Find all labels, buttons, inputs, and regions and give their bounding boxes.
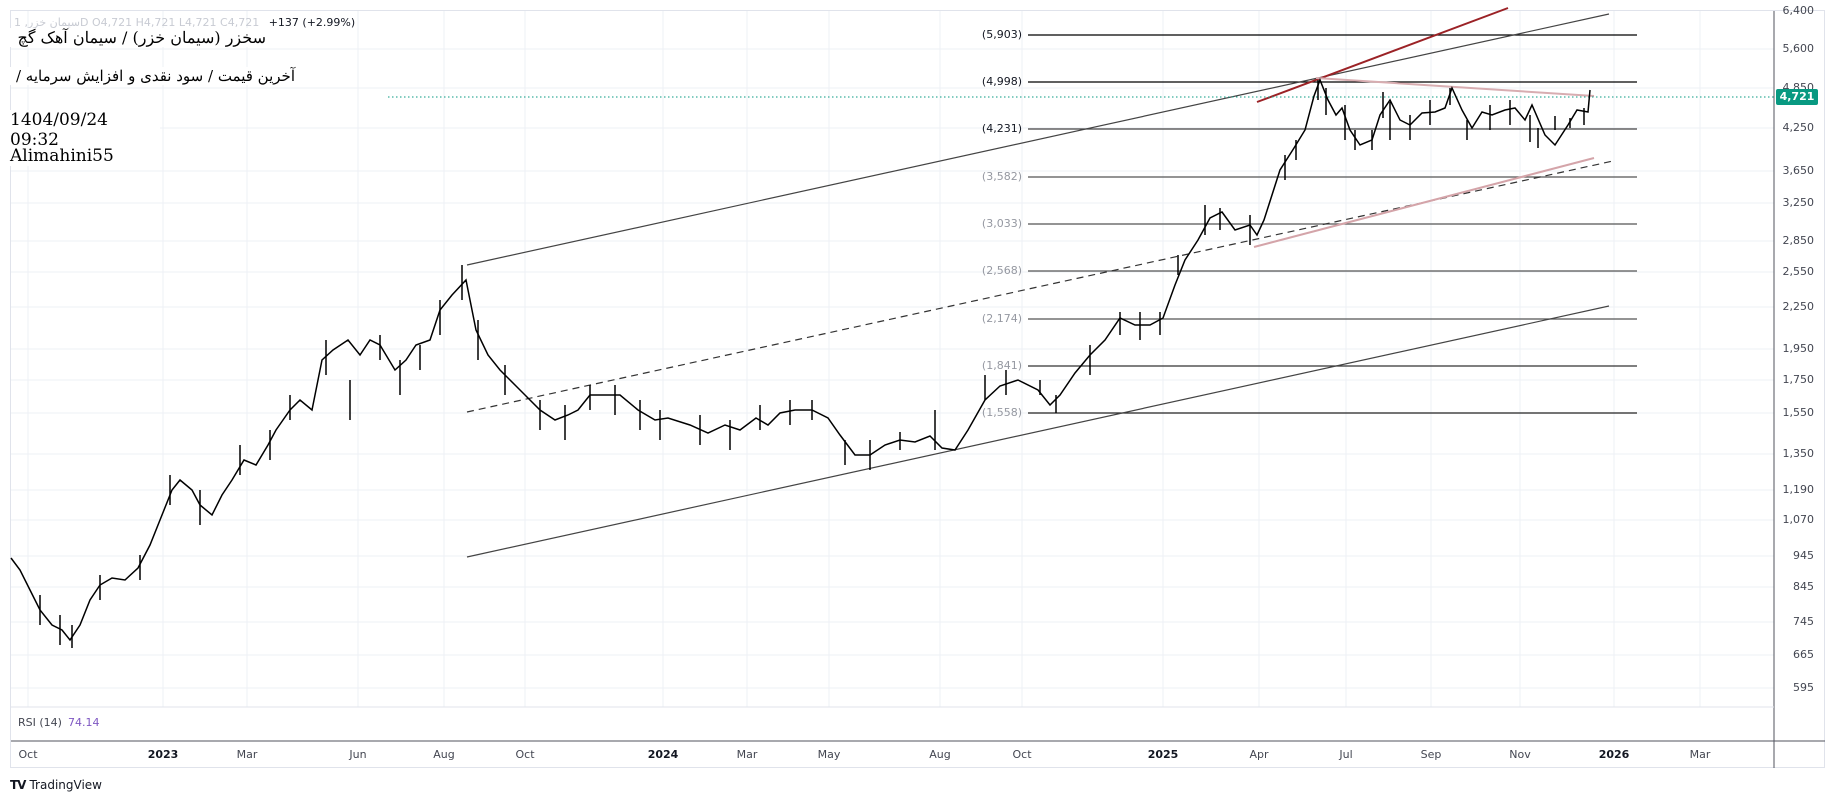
time-tick: Mar: [736, 748, 758, 761]
time-tick: Apr: [1249, 748, 1269, 761]
price-tick: 6,400: [1782, 4, 1815, 17]
time-tick: 2024: [647, 748, 679, 761]
price-tick: 1,550: [1782, 406, 1815, 419]
ohlc-legend: سیمان خزر, 1D O4,721 H4,721 L4,721 C4,72…: [14, 16, 355, 29]
legend-high: H4,721: [135, 16, 176, 29]
time-tick: May: [817, 748, 841, 761]
price-tick: 945: [1793, 549, 1814, 562]
annotation-author[interactable]: Alimahini55: [10, 146, 120, 166]
price-tick: 2,850: [1782, 234, 1815, 247]
price-tick: 3,250: [1782, 196, 1815, 209]
time-tick: Sep: [1420, 748, 1442, 761]
trend-channel: [466, 7, 1614, 558]
time-tick: Oct: [18, 748, 38, 761]
price-tick: 1,190: [1782, 483, 1815, 496]
price-tick: 845: [1793, 580, 1814, 593]
time-tick: Jul: [1339, 748, 1353, 761]
annotation-subtitle[interactable]: آخرین قیمت / سود نقدی و افزایش سرمایه /: [10, 67, 295, 85]
fib-label: (3,033): [981, 217, 1022, 230]
price-bar-ticks: [39, 80, 1585, 648]
chart-frame: [10, 10, 1825, 768]
time-tick: 2025: [1147, 748, 1179, 761]
price-tick: 1,070: [1782, 513, 1815, 526]
rsi-value: 74.14: [67, 716, 100, 729]
tradingview-logo[interactable]: TV TradingView: [10, 778, 102, 792]
tradingview-logo-icon: TV: [10, 778, 27, 792]
legend-close: C4,721: [220, 16, 260, 29]
time-tick: Aug: [433, 748, 455, 761]
price-tick: 665: [1793, 648, 1814, 661]
price-tick: 2,550: [1782, 265, 1815, 278]
rsi-indicator-legend[interactable]: RSI (14) 74.14: [18, 716, 99, 729]
price-tick: 1,350: [1782, 447, 1815, 460]
tradingview-logo-text: TradingView: [29, 778, 102, 792]
price-tick: 1,950: [1782, 342, 1815, 355]
time-tick: Mar: [1689, 748, 1711, 761]
price-tick: 1,750: [1782, 373, 1815, 386]
legend-low: L4,721: [178, 16, 217, 29]
price-tick: 5,600: [1782, 42, 1815, 55]
legend-open: O4,721: [91, 16, 133, 29]
rsi-label: RSI (14): [18, 716, 62, 729]
price-tick: 4,250: [1782, 121, 1815, 134]
fib-label: (2,568): [981, 264, 1022, 277]
fib-label: (2,174): [981, 312, 1022, 325]
price-tick: 745: [1793, 615, 1814, 628]
time-tick: Jun: [349, 748, 367, 761]
fib-label: (4,231): [981, 122, 1022, 135]
current-price-badge: 4,721: [1776, 89, 1818, 105]
price-tick: 2,250: [1782, 300, 1815, 313]
time-tick: 2026: [1598, 748, 1630, 761]
fib-label: (4,998): [981, 75, 1022, 88]
legend-change: +137 (+2.99%): [268, 16, 356, 29]
time-tick: Oct: [515, 748, 535, 761]
time-tick: Mar: [236, 748, 258, 761]
time-tick: 2023: [147, 748, 179, 761]
time-tick: Nov: [1509, 748, 1531, 761]
annotation-datetime[interactable]: 1404/09/24 09:32: [10, 110, 160, 150]
fib-label: (5,903): [981, 28, 1022, 41]
fib-label: (1,558): [981, 406, 1022, 419]
fib-label: (3,582): [981, 170, 1022, 183]
price-bars: [10, 77, 1591, 642]
fib-label: (1,841): [981, 359, 1022, 372]
price-tick: 3,650: [1782, 164, 1815, 177]
legend-symbol: سیمان خزر, 1D: [14, 16, 89, 29]
annotation-title[interactable]: سخزر (سیمان خزر) / سیمان آهک گچ: [10, 28, 272, 47]
time-tick: Aug: [929, 748, 951, 761]
price-tick: 595: [1793, 681, 1814, 694]
fib-levels: [1028, 34, 1637, 414]
time-tick: Oct: [1012, 748, 1032, 761]
